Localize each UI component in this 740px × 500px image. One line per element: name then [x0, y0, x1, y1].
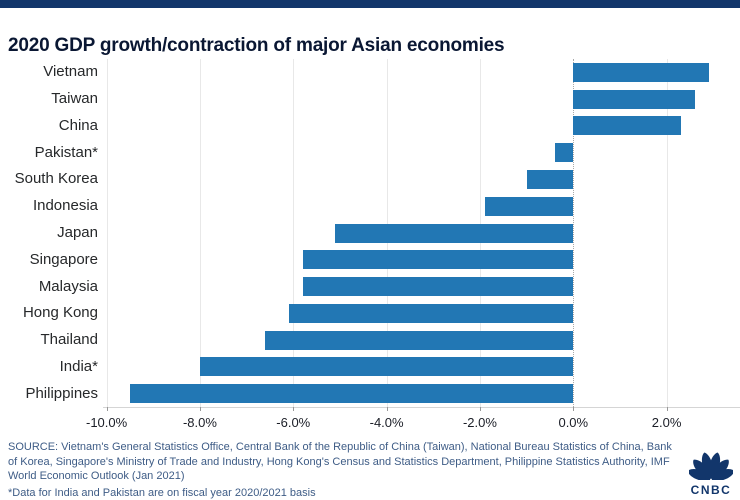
x-axis-tick	[293, 407, 295, 411]
x-axis-tick-label: -8.0%	[182, 415, 217, 430]
bar-thailand	[265, 330, 574, 350]
bar-malaysia	[302, 277, 574, 297]
bar-hong-kong	[288, 303, 574, 323]
x-axis-tick-label: 0.0%	[558, 415, 589, 430]
source-text: SOURCE: Vietnam's General Statistics Off…	[8, 441, 672, 483]
top-accent-band	[0, 0, 740, 8]
x-axis-tick-label: -2.0%	[462, 415, 497, 430]
bar-vietnam	[573, 62, 709, 82]
footnote-text: *Data for India and Pakistan are on fisc…	[8, 486, 316, 499]
category-label: Pakistan*	[34, 143, 98, 161]
cnbc-logo: CNBC	[687, 448, 735, 497]
bar-india	[199, 357, 574, 377]
x-axis-tick	[479, 407, 481, 411]
x-axis-tick-label: 2.0%	[651, 415, 682, 430]
bar-taiwan	[573, 89, 695, 109]
category-label: Japan	[57, 224, 98, 241]
gridline	[293, 59, 295, 407]
x-axis-tick-label: -4.0%	[369, 415, 404, 430]
category-label: India*	[59, 357, 98, 375]
peacock-icon	[687, 452, 735, 482]
category-label: Hong Kong	[22, 304, 98, 322]
bar-indonesia	[484, 196, 574, 216]
gridline	[199, 59, 201, 407]
category-label: South Korea	[14, 170, 98, 188]
bar-south-korea	[526, 169, 574, 189]
category-label: Malaysia	[38, 277, 98, 295]
category-label: Taiwan	[51, 90, 98, 108]
footer: SOURCE: Vietnam's General Statistics Off…	[8, 440, 684, 500]
bar-pakistan	[554, 143, 574, 163]
category-label: Vietnam	[43, 63, 98, 81]
cnbc-wordmark: CNBC	[690, 483, 732, 497]
bar-japan	[335, 223, 574, 243]
bar-singapore	[302, 250, 574, 270]
x-axis-line	[103, 407, 740, 408]
gridline	[666, 59, 668, 407]
category-label: Singapore	[29, 250, 98, 268]
category-label: Thailand	[40, 331, 98, 349]
x-axis-tick	[199, 407, 201, 411]
x-axis-tick	[666, 407, 668, 411]
plot-area	[103, 59, 740, 407]
x-axis-tick	[106, 407, 108, 411]
x-axis-tick	[573, 407, 575, 411]
bar-philippines	[129, 384, 574, 404]
bar-china	[573, 116, 681, 136]
gridline	[106, 59, 108, 407]
x-axis-tick-label: -6.0%	[276, 415, 311, 430]
x-axis-tick-label: -10.0%	[85, 415, 128, 430]
category-label: Philippines	[25, 384, 98, 402]
category-label: China	[58, 116, 98, 134]
zero-line	[573, 59, 575, 407]
chart-title: 2020 GDP growth/contraction of major Asi…	[8, 34, 505, 56]
x-axis-tick	[386, 407, 388, 411]
category-label: Indonesia	[32, 197, 98, 215]
